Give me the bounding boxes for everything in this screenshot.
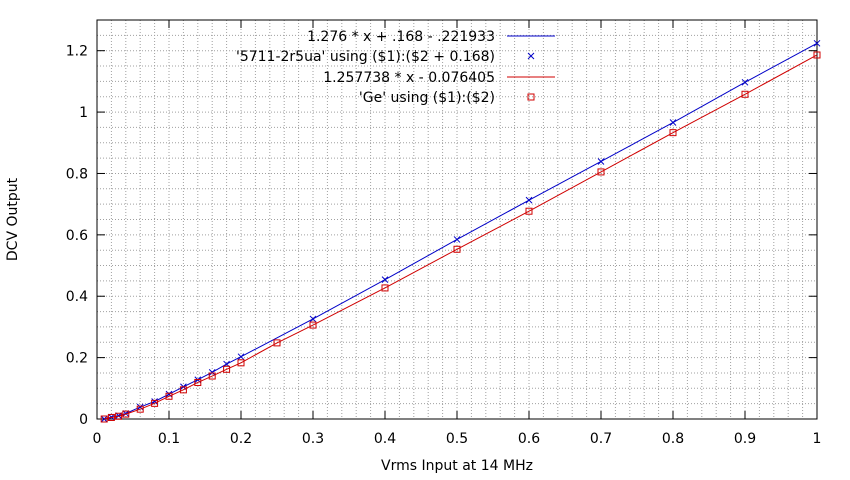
data-point bbox=[309, 315, 317, 323]
y-tick-label: 1 bbox=[79, 105, 88, 121]
data-point bbox=[525, 207, 533, 215]
x-axis-title: Vrms Input at 14 MHz bbox=[381, 458, 533, 474]
data-point bbox=[813, 51, 821, 59]
x-tick-label: 0.7 bbox=[590, 431, 612, 447]
data-point bbox=[741, 78, 749, 86]
data-point bbox=[208, 372, 216, 380]
grid bbox=[97, 20, 817, 419]
legend: 1.276 * x + .168 - .221933 '5711-2r5ua' u… bbox=[236, 29, 555, 106]
y-tick-label: 1.2 bbox=[66, 44, 88, 60]
series-2 bbox=[104, 54, 818, 420]
data-point bbox=[381, 276, 389, 284]
data-point bbox=[165, 392, 173, 400]
data-point bbox=[122, 410, 130, 418]
x-tick-label: 0.6 bbox=[518, 431, 540, 447]
y-tick-label: 0.6 bbox=[66, 228, 88, 244]
data-point bbox=[194, 378, 202, 386]
x-tick-label: 0 bbox=[93, 431, 102, 447]
y-tick-label: 0.4 bbox=[66, 289, 88, 305]
legend-sample-marker bbox=[527, 93, 535, 101]
legend-label: 'Ge' using ($1):($2) bbox=[359, 90, 495, 106]
data-point bbox=[669, 119, 677, 126]
tick-marks bbox=[96, 20, 818, 420]
data-point bbox=[525, 196, 533, 204]
x-tick-label: 0.4 bbox=[374, 431, 396, 447]
data-point bbox=[107, 413, 115, 421]
data-point bbox=[273, 339, 281, 347]
data-point bbox=[309, 321, 317, 329]
data-point bbox=[597, 168, 605, 176]
legend-label: 1.257738 * x - 0.076405 bbox=[323, 70, 495, 86]
series-0 bbox=[104, 42, 818, 420]
series bbox=[100, 39, 821, 423]
data-point bbox=[669, 129, 677, 137]
legend-label: 1.276 * x + .168 - .221933 bbox=[307, 29, 495, 45]
x-tick-label: 0.8 bbox=[662, 431, 684, 447]
data-point bbox=[136, 405, 144, 413]
data-point bbox=[208, 368, 216, 376]
data-point bbox=[151, 398, 158, 405]
data-point bbox=[100, 415, 108, 423]
data-point bbox=[165, 390, 173, 398]
data-point bbox=[115, 412, 123, 420]
legend-sample-marker bbox=[527, 52, 535, 60]
x-tick-label: 0.5 bbox=[446, 431, 468, 447]
data-point bbox=[741, 90, 749, 98]
y-tick-label: 0.8 bbox=[66, 166, 88, 182]
data-point bbox=[597, 158, 605, 165]
y-tick-label: 0 bbox=[79, 412, 88, 428]
data-point bbox=[453, 236, 461, 243]
legend-label: '5711-2r5ua' using ($1):($2 + 0.168) bbox=[236, 49, 495, 65]
data-point bbox=[237, 359, 245, 367]
data-point bbox=[453, 245, 461, 253]
data-point bbox=[136, 403, 144, 411]
series-3 bbox=[100, 51, 821, 423]
x-tick-label: 0.2 bbox=[230, 431, 252, 447]
x-tick-label: 0.1 bbox=[158, 431, 180, 447]
x-tick-label: 1 bbox=[813, 431, 822, 447]
data-point bbox=[223, 365, 231, 373]
series-line bbox=[104, 42, 818, 420]
y-tick-labels: 0 0.2 0.4 0.6 0.8 1 1.2 bbox=[66, 44, 88, 428]
x-tick-label: 0.3 bbox=[302, 431, 324, 447]
data-point bbox=[237, 353, 245, 361]
series-line bbox=[104, 54, 818, 420]
data-point bbox=[179, 386, 187, 394]
y-tick-label: 0.2 bbox=[66, 351, 88, 367]
data-point bbox=[151, 399, 159, 407]
x-tick-labels: 0 0.1 0.2 0.3 0.4 0.5 0.6 0.7 0.8 0.9 1 bbox=[93, 431, 822, 447]
y-axis-title: DCV Output bbox=[5, 177, 21, 261]
x-tick-label: 0.9 bbox=[734, 431, 756, 447]
data-point bbox=[813, 39, 821, 47]
data-point bbox=[381, 284, 389, 292]
